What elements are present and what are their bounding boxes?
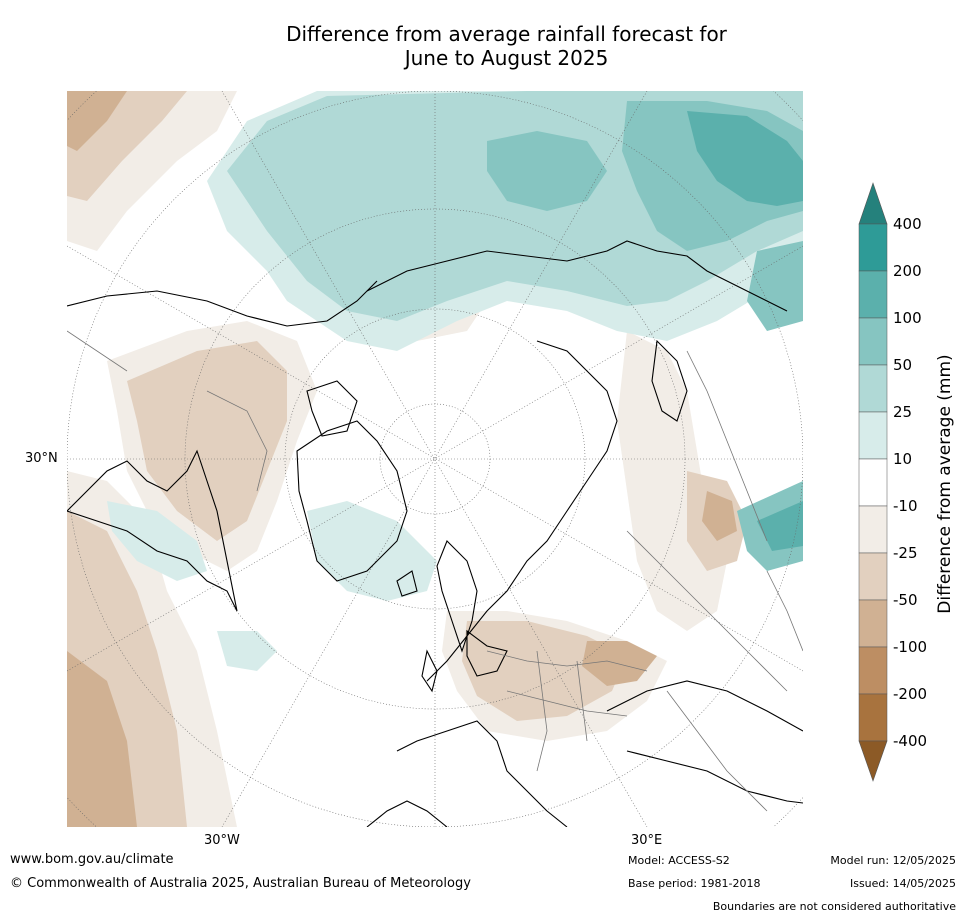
colorbar-swatch-lt400 (858, 740, 888, 782)
colorbar-tick: 100 (893, 309, 922, 327)
colorbar-tick: 10 (893, 450, 913, 468)
colorbar-tick: -25 (893, 544, 918, 562)
colorbar-swatches (858, 182, 888, 782)
rainfall-map[interactable] (67, 91, 803, 827)
wet-anomaly-regions (107, 91, 803, 671)
graticule (67, 91, 803, 827)
colorbar-tick: 25 (893, 403, 913, 421)
colorbar-swatch-25-50 (858, 364, 888, 413)
title-line-1: Difference from average rainfall forecas… (286, 22, 727, 46)
colorbar-swatch-m10-m25 (858, 505, 888, 554)
latitude-label-30n: 30°N (25, 451, 58, 466)
longitude-label-30w: 30°W (204, 833, 240, 848)
title-line-2: June to August 2025 (404, 46, 609, 70)
colorbar-swatch-m25-m50 (858, 552, 888, 601)
colorbar-tick: 200 (893, 262, 922, 280)
colorbar-swatch-m50-m100 (858, 599, 888, 648)
base-period-label: Base period: 1981-2018 (628, 877, 761, 890)
colorbar-swatch-100-200 (858, 270, 888, 319)
colorbar-swatch-m200-m400 (858, 693, 888, 742)
country-borders (67, 330, 803, 812)
colorbar: 400 200 100 50 25 10 -10 -25 -50 -100 -2… (855, 180, 965, 790)
website-link[interactable]: www.bom.gov.au/climate (10, 852, 174, 867)
colorbar-tick: -100 (893, 638, 928, 656)
coastlines (67, 240, 803, 827)
longitude-label-30e: 30°E (631, 833, 663, 848)
colorbar-tick: -10 (893, 497, 918, 515)
colorbar-tick: -400 (893, 732, 928, 750)
issued-label: Issued: 14/05/2025 (849, 877, 956, 890)
colorbar-swatch-m100-m200 (858, 646, 888, 695)
disclaimer-text: Boundaries are not considered authoritat… (712, 900, 956, 913)
model-label: Model: ACCESS-S2 (628, 854, 730, 867)
colorbar-swatch-50-100 (858, 317, 888, 366)
colorbar-swatch-200-400 (858, 223, 888, 272)
colorbar-tick: -200 (893, 685, 928, 703)
map-canvas (67, 91, 803, 827)
model-run-label: Model run: 12/05/2025 (830, 854, 956, 867)
colorbar-title: Difference from average (mm) (935, 354, 955, 614)
colorbar-tick: 400 (893, 215, 922, 233)
colorbar-swatch-neutral (858, 458, 888, 507)
colorbar-swatch-10-25 (858, 411, 888, 460)
colorbar-tick: -50 (893, 591, 918, 609)
colorbar-swatch-gt400 (858, 182, 888, 225)
chart-title: Difference from average rainfall forecas… (0, 22, 965, 70)
copyright-text: © Commonwealth of Australia 2025, Austra… (10, 876, 471, 891)
colorbar-tick: 50 (893, 356, 913, 374)
